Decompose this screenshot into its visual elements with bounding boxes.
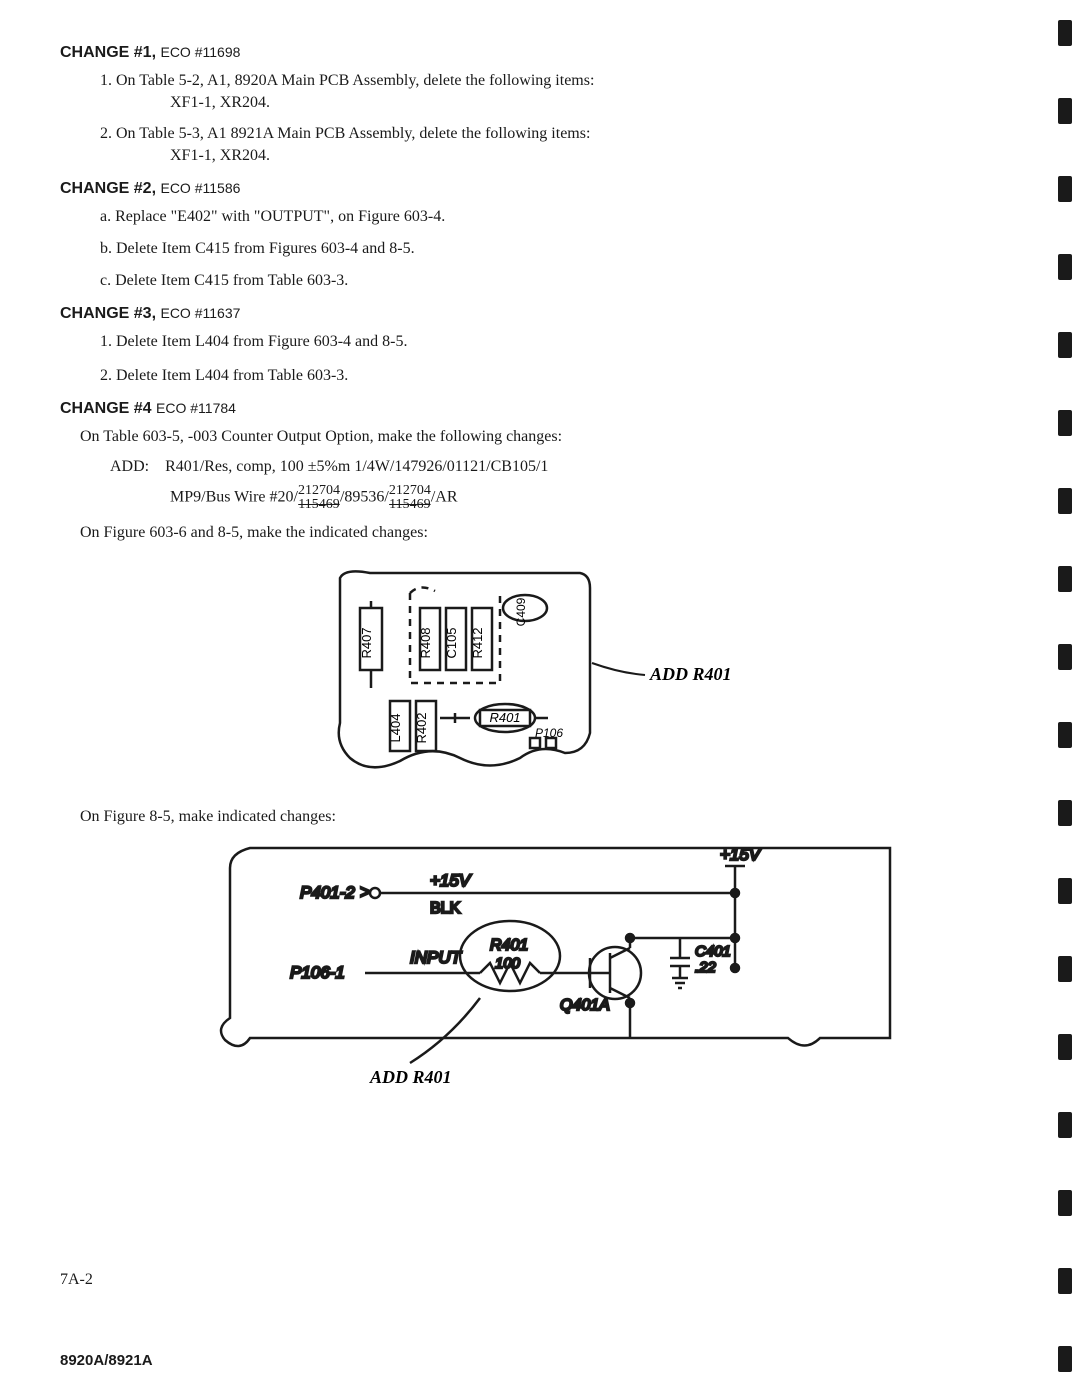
figure-1: R407 R408 C105 R412 C409 L404 R402 R401 … bbox=[60, 553, 1020, 788]
r408-label: R408 bbox=[418, 628, 433, 659]
item-num: 2. bbox=[100, 125, 112, 142]
q401a-label: Q401A bbox=[560, 997, 610, 1014]
wire-mid: /89536/ bbox=[340, 488, 389, 505]
svg-text:>: > bbox=[360, 882, 371, 902]
add-text: R401/Res, comp, 100 ±5%m 1/4W/147926/011… bbox=[165, 458, 548, 475]
v15-label: +15V bbox=[430, 871, 472, 890]
schematic-diagram-icon: P401-2 > +15V BLK +15V bbox=[180, 838, 900, 1118]
list-item: 2. On Table 5-3, A1 8921A Main PCB Assem… bbox=[100, 123, 1020, 166]
change-4-eco: ECO #11784 bbox=[156, 400, 236, 416]
c401-label: C401 bbox=[695, 943, 731, 960]
item-sub: XF1-1, XR204. bbox=[170, 92, 1020, 114]
change-2-heading: CHANGE #2, ECO #11586 bbox=[60, 180, 1020, 198]
list-item: 2. Delete Item L404 from Table 603-3. bbox=[100, 365, 1020, 387]
r412-label: R412 bbox=[470, 628, 485, 659]
r401-label: R401 bbox=[489, 710, 520, 725]
change-1-list: 1. On Table 5-2, A1, 8920A Main PCB Asse… bbox=[60, 70, 1020, 166]
p401-label: P401-2 bbox=[300, 883, 355, 902]
c401-val: .22 bbox=[695, 959, 717, 976]
item-text: Delete Item L404 from Figure 603-4 and 8… bbox=[116, 333, 407, 350]
item-text: Delete Item C415 from Table 603-3. bbox=[115, 272, 348, 289]
p106-label: P106 bbox=[535, 726, 563, 740]
l404-label: L404 bbox=[388, 714, 403, 743]
change-1-eco: ECO #11698 bbox=[160, 44, 240, 60]
fig1-caption: On Figure 603-6 and 8-5, make the indica… bbox=[80, 522, 1020, 544]
r401-name: R401 bbox=[490, 937, 528, 954]
pcb-diagram-icon: R407 R408 C105 R412 C409 L404 R402 R401 … bbox=[280, 553, 800, 783]
add-r401-callout: ADD R401 bbox=[649, 664, 732, 684]
item-sub: XF1-1, XR204. bbox=[170, 145, 1020, 167]
footer-model: 8920A/8921A bbox=[60, 1352, 153, 1369]
blk-label: BLK bbox=[430, 900, 461, 917]
change-3-title: CHANGE #3, bbox=[60, 305, 156, 322]
input-label: INPUT bbox=[410, 948, 463, 967]
add-r401-callout-2: ADD R401 bbox=[369, 1067, 452, 1087]
change-4-title: CHANGE #4 bbox=[60, 400, 152, 417]
list-item: 1. Delete Item L404 from Figure 603-4 an… bbox=[100, 331, 1020, 353]
p106-label: P106-1 bbox=[290, 963, 345, 982]
wire-frac-1: 212704115469 bbox=[298, 484, 340, 512]
change-2-eco: ECO #11586 bbox=[160, 180, 240, 196]
item-num: a. bbox=[100, 208, 111, 225]
r402-label: R402 bbox=[414, 713, 429, 744]
item-num: c. bbox=[100, 272, 111, 289]
list-item: 1. On Table 5-2, A1, 8920A Main PCB Asse… bbox=[100, 70, 1020, 113]
change-3-list: 1. Delete Item L404 from Figure 603-4 an… bbox=[60, 331, 1020, 386]
change-3-heading: CHANGE #3, ECO #11637 bbox=[60, 305, 1020, 323]
change-4-add: ADD: R401/Res, comp, 100 ±5%m 1/4W/14792… bbox=[110, 456, 1020, 478]
list-item: c. Delete Item C415 from Table 603-3. bbox=[100, 270, 1020, 292]
item-text: Delete Item L404 from Table 603-3. bbox=[116, 367, 348, 384]
item-text: On Table 5-2, A1, 8920A Main PCB Assembl… bbox=[116, 72, 594, 89]
v15-right-label: +15V bbox=[720, 845, 762, 864]
page-number: 7A-2 bbox=[60, 1271, 93, 1289]
c105-label: C105 bbox=[444, 628, 459, 659]
item-num: 1. bbox=[100, 72, 112, 89]
change-2-list: a. Replace "E402" with "OUTPUT", on Figu… bbox=[60, 206, 1020, 291]
item-num: 1. bbox=[100, 333, 112, 350]
change-1-title: CHANGE #1, bbox=[60, 44, 156, 61]
wire-prefix: MP9/Bus Wire #20/ bbox=[170, 488, 298, 505]
wire-frac-2: 212704115469 bbox=[389, 484, 431, 512]
wire-suffix: /AR bbox=[431, 488, 458, 505]
item-num: b. bbox=[100, 240, 112, 257]
change-4-intro: On Table 603-5, -003 Counter Output Opti… bbox=[80, 426, 1020, 448]
item-text: Replace "E402" with "OUTPUT", on Figure … bbox=[115, 208, 445, 225]
fig2-caption: On Figure 8-5, make indicated changes: bbox=[80, 806, 1020, 828]
change-4-wire: MP9/Bus Wire #20/212704115469/89536/2127… bbox=[170, 484, 1020, 512]
change-4-heading: CHANGE #4 ECO #11784 bbox=[60, 400, 1020, 418]
item-num: 2. bbox=[100, 367, 112, 384]
item-text: Delete Item C415 from Figures 603-4 and … bbox=[116, 240, 415, 257]
figure-2: P401-2 > +15V BLK +15V bbox=[60, 838, 1020, 1123]
change-3-eco: ECO #11637 bbox=[160, 305, 240, 321]
r407-label: R407 bbox=[359, 628, 374, 659]
change-1-heading: CHANGE #1, ECO #11698 bbox=[60, 44, 1020, 62]
r401-val: 100 bbox=[495, 955, 521, 972]
change-2-title: CHANGE #2, bbox=[60, 180, 156, 197]
item-text: On Table 5-3, A1 8921A Main PCB Assembly… bbox=[116, 125, 590, 142]
c409-label: C409 bbox=[514, 597, 528, 626]
list-item: b. Delete Item C415 from Figures 603-4 a… bbox=[100, 238, 1020, 260]
list-item: a. Replace "E402" with "OUTPUT", on Figu… bbox=[100, 206, 1020, 228]
add-label: ADD: bbox=[110, 458, 149, 475]
binder-punch-column bbox=[1058, 20, 1072, 1372]
